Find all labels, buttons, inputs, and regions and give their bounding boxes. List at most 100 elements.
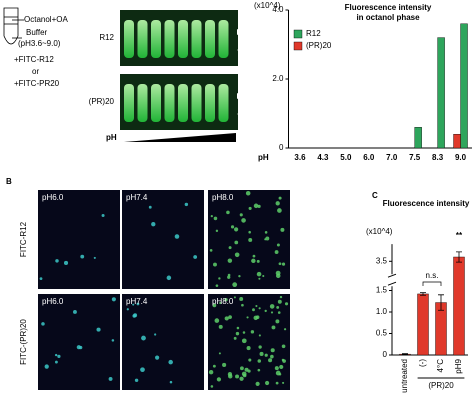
- cell: [281, 262, 286, 266]
- tube: [178, 84, 188, 122]
- x-tick-label: 8.3: [432, 153, 444, 162]
- cell: [44, 364, 49, 369]
- x-tick-label: 7.0: [386, 153, 398, 162]
- tube: [151, 20, 161, 58]
- bar: [453, 133, 461, 149]
- cell: [248, 230, 251, 234]
- cell: [248, 358, 252, 362]
- x-tick-label: 5.0: [340, 153, 352, 162]
- chart-title: Fluorescence intensity: [345, 3, 432, 12]
- cell: [155, 355, 160, 360]
- y-tick-label: 1.5: [376, 286, 388, 295]
- cell: [282, 359, 286, 363]
- cell: [283, 328, 287, 331]
- tube: [137, 20, 148, 58]
- x-tick-label: (-): [418, 359, 427, 367]
- y-tick-label: 0.5: [376, 329, 388, 338]
- cell: [276, 243, 280, 247]
- cell: [228, 246, 232, 250]
- y-tick-label: 1.0: [376, 307, 388, 316]
- cell: [41, 322, 45, 326]
- diagram-label: +FITC-R12: [14, 55, 54, 64]
- cell: [270, 348, 275, 353]
- cell: [275, 270, 281, 276]
- tube: [164, 84, 175, 122]
- cell: [277, 208, 282, 213]
- photo-row-label: R12: [99, 33, 114, 42]
- row-label: FITC-(PR)20: [19, 319, 28, 365]
- arrowhead: [237, 93, 243, 99]
- cell: [232, 282, 238, 288]
- x-tick-label: 4°C: [436, 359, 445, 373]
- x-axis-label: pH: [258, 153, 269, 162]
- cell: [269, 304, 275, 309]
- arrow: [237, 110, 246, 118]
- cell: [227, 258, 233, 263]
- bar: [460, 23, 468, 149]
- diagram-label: (pH3.6~9.0): [18, 39, 61, 48]
- cell: [257, 368, 261, 372]
- bar: [453, 256, 465, 356]
- cell: [264, 238, 267, 241]
- cell: [215, 229, 219, 233]
- cell: [219, 301, 222, 305]
- cell: [234, 252, 240, 258]
- micrograph-label: pH8.0: [212, 193, 234, 202]
- cell: [270, 311, 274, 314]
- cell: [101, 213, 105, 218]
- cell: [244, 367, 249, 372]
- cell: [214, 318, 220, 323]
- cell: [276, 306, 280, 309]
- x-tick-label: 3.6: [294, 153, 306, 162]
- cell: [242, 373, 247, 378]
- legend-label: R12: [306, 29, 321, 38]
- cell: [278, 196, 282, 200]
- cell: [166, 275, 172, 281]
- cell: [73, 310, 77, 314]
- cell: [246, 316, 249, 319]
- diagram-label: or: [32, 67, 39, 76]
- diagram-label: Octanol+OA: [24, 15, 68, 24]
- cell: [275, 381, 279, 385]
- cell: [213, 216, 218, 221]
- cell: [57, 354, 61, 358]
- tube: [191, 20, 202, 58]
- cell: [227, 273, 231, 277]
- cell: [245, 190, 251, 196]
- cell: [278, 372, 282, 376]
- cell: [242, 331, 246, 334]
- cell: [184, 202, 189, 207]
- cell: [241, 218, 246, 223]
- cell: [279, 364, 284, 370]
- error-bar: [420, 292, 426, 296]
- tube: [191, 84, 202, 122]
- cell: [126, 308, 129, 311]
- cell: [168, 359, 173, 365]
- cell: [235, 331, 240, 336]
- cell: [140, 367, 145, 373]
- cell: [111, 297, 116, 302]
- cell: [246, 346, 251, 351]
- cell: [256, 271, 262, 277]
- cell: [277, 311, 281, 314]
- micrograph-label: pH6.0: [42, 297, 64, 306]
- cell: [253, 203, 259, 209]
- cell: [239, 376, 244, 381]
- cell: [216, 377, 222, 382]
- cell: [277, 299, 282, 304]
- bar: [414, 127, 422, 149]
- cell: [255, 315, 260, 320]
- cell: [134, 378, 139, 383]
- y-tick-label: 0: [279, 143, 284, 152]
- photo-row-label: (PR)20: [89, 97, 115, 106]
- cell: [274, 366, 279, 371]
- micrograph-label: pH7.4: [126, 297, 148, 306]
- cell: [274, 250, 279, 254]
- cell: [63, 260, 69, 265]
- error-bar: [402, 353, 408, 355]
- cell: [257, 359, 262, 363]
- micrograph-label: pH8.0: [212, 297, 234, 306]
- photo-axis-label: pH: [106, 133, 117, 142]
- chart-subtitle: in octanol phase: [356, 13, 420, 22]
- cell: [212, 364, 216, 368]
